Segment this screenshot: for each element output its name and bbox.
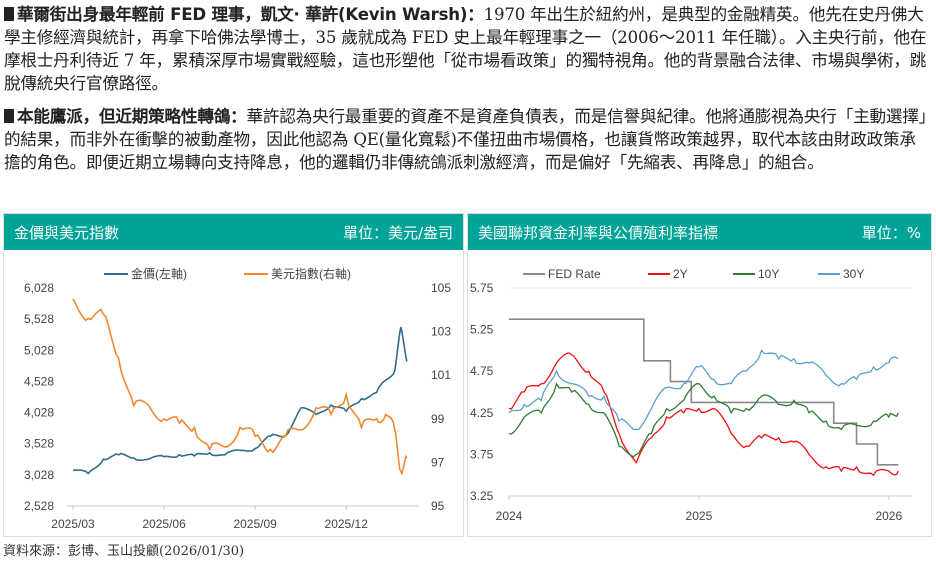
y-left-tick-label: 4,528 [24, 374, 54, 388]
y-left-tick-label: 3,528 [24, 437, 54, 451]
paragraph-body: 1970 年出生於紐約州，是典型的金融精英。他先在史丹佛大學主修經濟與統計，再拿… [4, 5, 927, 93]
chart-title: 美國聯邦資金利率與公債殖利率指標 [478, 223, 719, 242]
y-left-tick-label: 5,528 [24, 312, 54, 326]
y-left-tick-label: 3,028 [24, 468, 54, 482]
y-left-tick-label: 5,028 [24, 343, 54, 357]
x-tick-label: 2024 [496, 509, 523, 523]
bullet-icon [4, 109, 14, 123]
y-tick-label: 3.75 [470, 447, 494, 461]
series-line-gold [72, 326, 408, 475]
y-right-tick-label: 105 [431, 281, 451, 295]
x-tick-label: 2025/06 [142, 517, 186, 531]
legend-label: 美元指數(右軸) [271, 266, 351, 281]
y-tick-label: 3.25 [470, 489, 494, 503]
y-left-tick-label: 2,528 [24, 499, 54, 513]
series-line-2y [508, 352, 899, 477]
chart-header: 美國聯邦資金利率與公債殖利率指標 單位：% [468, 214, 931, 250]
legend-label: 10Y [758, 267, 779, 281]
x-tick-label: 2025/09 [233, 517, 277, 531]
rates-chart-panel: 美國聯邦資金利率與公債殖利率指標 單位：% 5.75 5.25 4.75 4.25 3.7… [467, 213, 932, 537]
series-line-dollar-index [72, 298, 408, 477]
bullet-icon [4, 7, 14, 21]
y-right-tick-label: 103 [431, 325, 451, 339]
y-tick-label: 5.25 [470, 323, 494, 337]
legend-label: 30Y [843, 267, 864, 281]
y-right-tick-label: 95 [431, 499, 445, 513]
paragraph-2: 本能鷹派，但近期策略性轉鴿：華許認為央行最重要的資產不是資產負債表，而是信譽與紀… [4, 105, 932, 174]
y-left-tick-label: 4,028 [24, 406, 54, 420]
chart-unit: 單位：% [861, 223, 921, 242]
y-tick-label: 5.75 [470, 281, 494, 295]
x-tick-label: 2026 [875, 509, 902, 523]
source-note: 資料來源：彭博、玉山投顧(2026/01/30) [3, 544, 245, 559]
paragraph-heading: 華爾街出身最年輕前 FED 理事，凱文· 華許(Kevin Warsh)： [17, 5, 484, 24]
y-right-tick-label: 101 [431, 368, 451, 382]
x-tick-label: 2025 [686, 509, 713, 523]
series-line-30y [508, 349, 899, 431]
y-right-tick-label: 99 [431, 412, 445, 426]
gold-dollar-chart-panel: 金價與美元指數 單位：美元/盎司 6,028 5,528 5,028 4,528 4,02… [3, 213, 464, 537]
legend-label: FED Rate [548, 267, 601, 281]
legend-label: 金價(左軸) [131, 266, 187, 281]
paragraph-body: 華許認為央行最重要的資產不是資產負債表，而是信譽與紀律。他將通膨視為央行「主動選… [4, 107, 927, 172]
x-tick-label: 2025/03 [51, 517, 95, 531]
y-tick-label: 4.75 [470, 364, 494, 378]
chart-unit: 單位：美元/盎司 [342, 223, 453, 242]
chart-header: 金價與美元指數 單位：美元/盎司 [4, 214, 463, 250]
series-line-10y [508, 382, 899, 458]
y-right-tick-label: 97 [431, 455, 445, 469]
series-line-fed-rate [509, 318, 899, 466]
paragraph-1: 華爾街出身最年輕前 FED 理事，凱文· 華許(Kevin Warsh)：197… [4, 3, 932, 95]
gold-dollar-chart: 6,028 5,528 5,028 4,528 4,028 3,528 3,028 2,528… [24, 266, 451, 531]
y-tick-label: 4.25 [470, 406, 494, 420]
x-tick-label: 2025/12 [325, 517, 369, 531]
paragraph-heading: 本能鷹派，但近期策略性轉鴿： [17, 107, 247, 126]
chart-title: 金價與美元指數 [14, 223, 120, 242]
y-left-tick-label: 6,028 [24, 281, 54, 295]
legend-label: 2Y [673, 267, 688, 281]
